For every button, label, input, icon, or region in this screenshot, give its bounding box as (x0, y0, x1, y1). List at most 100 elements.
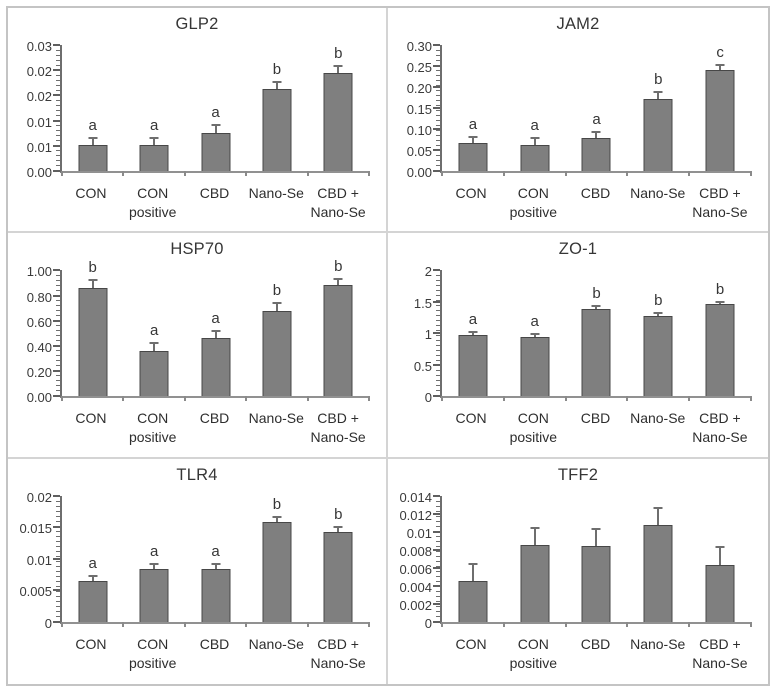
y-axis-major-tick (433, 86, 440, 89)
y-axis-major-tick (433, 107, 440, 109)
x-axis-tick (183, 171, 186, 176)
y-axis-major-tick (53, 370, 60, 373)
category-slot-cbd: a (185, 270, 246, 397)
error-bar (337, 527, 340, 533)
category-slot-nano-se: b (246, 496, 307, 622)
sig-letter: a (468, 311, 478, 329)
sig-letter: c (716, 44, 724, 62)
plot-area: a a a b b (53, 494, 370, 627)
y-tick-label: 0.20 (26, 365, 52, 381)
y-tick-label: 0.015 (19, 521, 52, 537)
x-axis-labels: CON CON positive CBD Nano-Se CBD + Nano-Se (8, 409, 386, 447)
y-axis-major-tick (53, 557, 60, 560)
category-slot-con: a (62, 496, 123, 622)
sig-letter: a (592, 110, 601, 128)
x-axis-label: CON (75, 635, 107, 652)
y-axis-major-tick (433, 128, 440, 131)
bar-tff2-nano-se (643, 525, 673, 622)
y-axis-labels: 0 0.002 0.004 0.006 0.008 0.01 0.012 0.014 (388, 490, 440, 631)
y-tick-label: 1.5 (413, 295, 432, 311)
y-axis-major-tick (53, 319, 60, 322)
y-tick-label: 0.00 (406, 165, 432, 180)
y-tick-label: 0.01 (26, 139, 52, 155)
error-bar (719, 301, 722, 305)
bar-zo-1-cbd-nano-se (705, 304, 735, 397)
y-tick-label: 0.60 (26, 314, 52, 330)
sig-letter: b (334, 45, 343, 63)
category-slot-cbd: b (566, 270, 628, 397)
error-bar (91, 575, 94, 581)
y-tick-label: 0.02 (26, 89, 52, 105)
sig-letter: a (211, 104, 220, 122)
error-bar (337, 66, 340, 73)
sig-letter: a (530, 312, 539, 330)
x-axis-tick (502, 171, 505, 176)
sig-letter: b (334, 257, 343, 275)
x-axis-tick (441, 621, 443, 627)
bar-glp2-cbd (201, 132, 231, 171)
chart-panel-jam2: JAM2 0.00 0.05 0.10 0.15 0.20 0.25 0.30 a a a b c CON… (388, 8, 768, 234)
error-bar (533, 138, 536, 145)
error-bar (471, 332, 474, 335)
y-axis-major-tick (433, 300, 440, 303)
x-axis-tick (750, 396, 752, 402)
bar-tff2-cbd (581, 546, 611, 622)
plot-area: a a a b b (53, 44, 370, 176)
error-bar (719, 65, 722, 71)
x-axis-tick (564, 171, 567, 176)
bar-tlr4-cbd-nano-se (323, 532, 353, 622)
y-axis-minor-ticks (56, 270, 60, 397)
bar-jam2-con-positive (520, 144, 550, 171)
y-tick-label: 0.006 (399, 561, 432, 577)
y-axis-major-tick (433, 494, 440, 497)
x-axis-tick (368, 396, 370, 402)
chart-title: TLR4 (176, 465, 218, 484)
x-axis-label: CON positive (128, 635, 177, 671)
bar-tlr4-con-positive (139, 569, 169, 622)
x-axis-tick (750, 171, 752, 176)
category-slot-cbd-nano-se: b (689, 270, 751, 397)
bar-glp2-nano-se (262, 88, 292, 171)
y-tick-label: 0.40 (26, 339, 52, 355)
sig-letter: b (334, 506, 343, 524)
y-axis-major-tick (433, 584, 440, 587)
y-axis-major-tick (433, 269, 440, 272)
chart-title: ZO-1 (558, 240, 598, 259)
category-slot-con-positive: a (123, 496, 184, 622)
y-axis-minor-ticks (436, 495, 440, 622)
y-axis-major-tick (53, 294, 60, 297)
error-bar (471, 136, 474, 144)
error-bar (657, 312, 660, 316)
sig-letter: a (149, 542, 159, 560)
category-slot-con-positive: a (504, 270, 566, 397)
error-bar (153, 563, 156, 570)
error-bar (533, 333, 536, 338)
y-axis-major-tick (53, 494, 60, 497)
error-bar (275, 517, 278, 523)
y-tick-label: 0 (424, 390, 432, 406)
x-axis-tick (368, 621, 370, 627)
x-axis-label: Nano-Se (630, 410, 686, 427)
sig-letter: a (88, 554, 97, 572)
y-axis-major-tick (53, 119, 60, 122)
x-axis-label: CBD + Nano-Se (310, 410, 366, 446)
error-bar (595, 131, 598, 138)
x-axis-label: Nano-Se (630, 185, 686, 201)
sig-letter: b (715, 280, 725, 298)
chart-panel-glp2: GLP2 0.00 0.01 0.01 0.02 0.02 0.03 a a a b b CON CON … (8, 8, 388, 234)
y-axis-labels: 0.00 0.05 0.10 0.15 0.20 0.25 0.30 (388, 39, 440, 180)
bar-glp2-con-positive (139, 144, 169, 171)
error-bar (657, 508, 660, 526)
x-axis-tick (502, 621, 505, 627)
x-axis-label: CBD + Nano-Se (692, 410, 748, 446)
y-tick-label: 0 (424, 615, 432, 631)
bar-jam2-nano-se (643, 98, 673, 171)
category-slot-con (442, 496, 504, 622)
y-tick-label: 0.008 (399, 543, 432, 559)
y-tick-label: 0.30 (406, 39, 432, 54)
category-slot-con: a (442, 270, 504, 397)
error-bar (153, 138, 156, 145)
y-tick-label: 1.00 (26, 264, 52, 280)
y-tick-label: 0.00 (26, 165, 52, 180)
